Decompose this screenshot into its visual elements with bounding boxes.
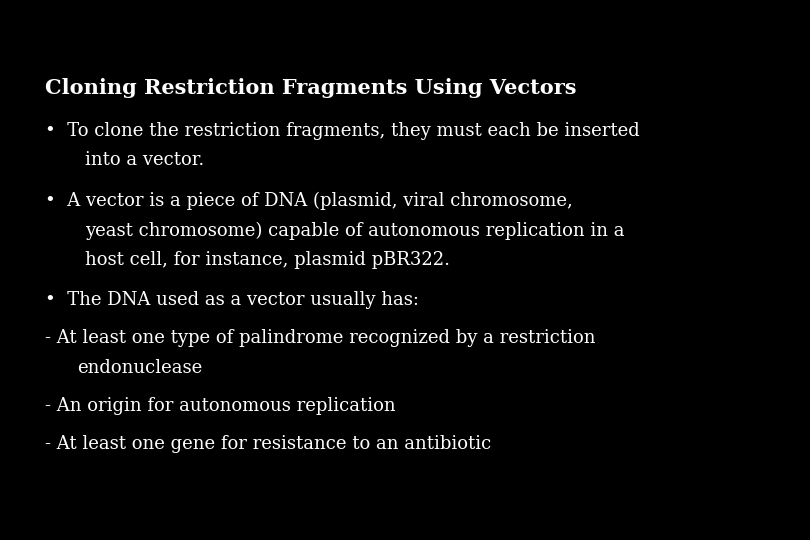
Text: •  A vector is a piece of DNA (plasmid, viral chromosome,: • A vector is a piece of DNA (plasmid, v…: [45, 192, 573, 210]
Text: •  The DNA used as a vector usually has:: • The DNA used as a vector usually has:: [45, 291, 419, 308]
Text: - At least one type of palindrome recognized by a restriction: - At least one type of palindrome recogn…: [45, 329, 595, 347]
Text: yeast chromosome) capable of autonomous replication in a: yeast chromosome) capable of autonomous …: [85, 221, 625, 240]
Text: •  To clone the restriction fragments, they must each be inserted: • To clone the restriction fragments, th…: [45, 122, 639, 139]
Text: endonuclease: endonuclease: [77, 359, 202, 377]
Text: - At least one gene for resistance to an antibiotic: - At least one gene for resistance to an…: [45, 435, 491, 453]
Text: Cloning Restriction Fragments Using Vectors: Cloning Restriction Fragments Using Vect…: [45, 78, 576, 98]
Text: host cell, for instance, plasmid pBR322.: host cell, for instance, plasmid pBR322.: [85, 251, 450, 269]
Text: - An origin for autonomous replication: - An origin for autonomous replication: [45, 397, 395, 415]
Text: into a vector.: into a vector.: [85, 151, 204, 169]
